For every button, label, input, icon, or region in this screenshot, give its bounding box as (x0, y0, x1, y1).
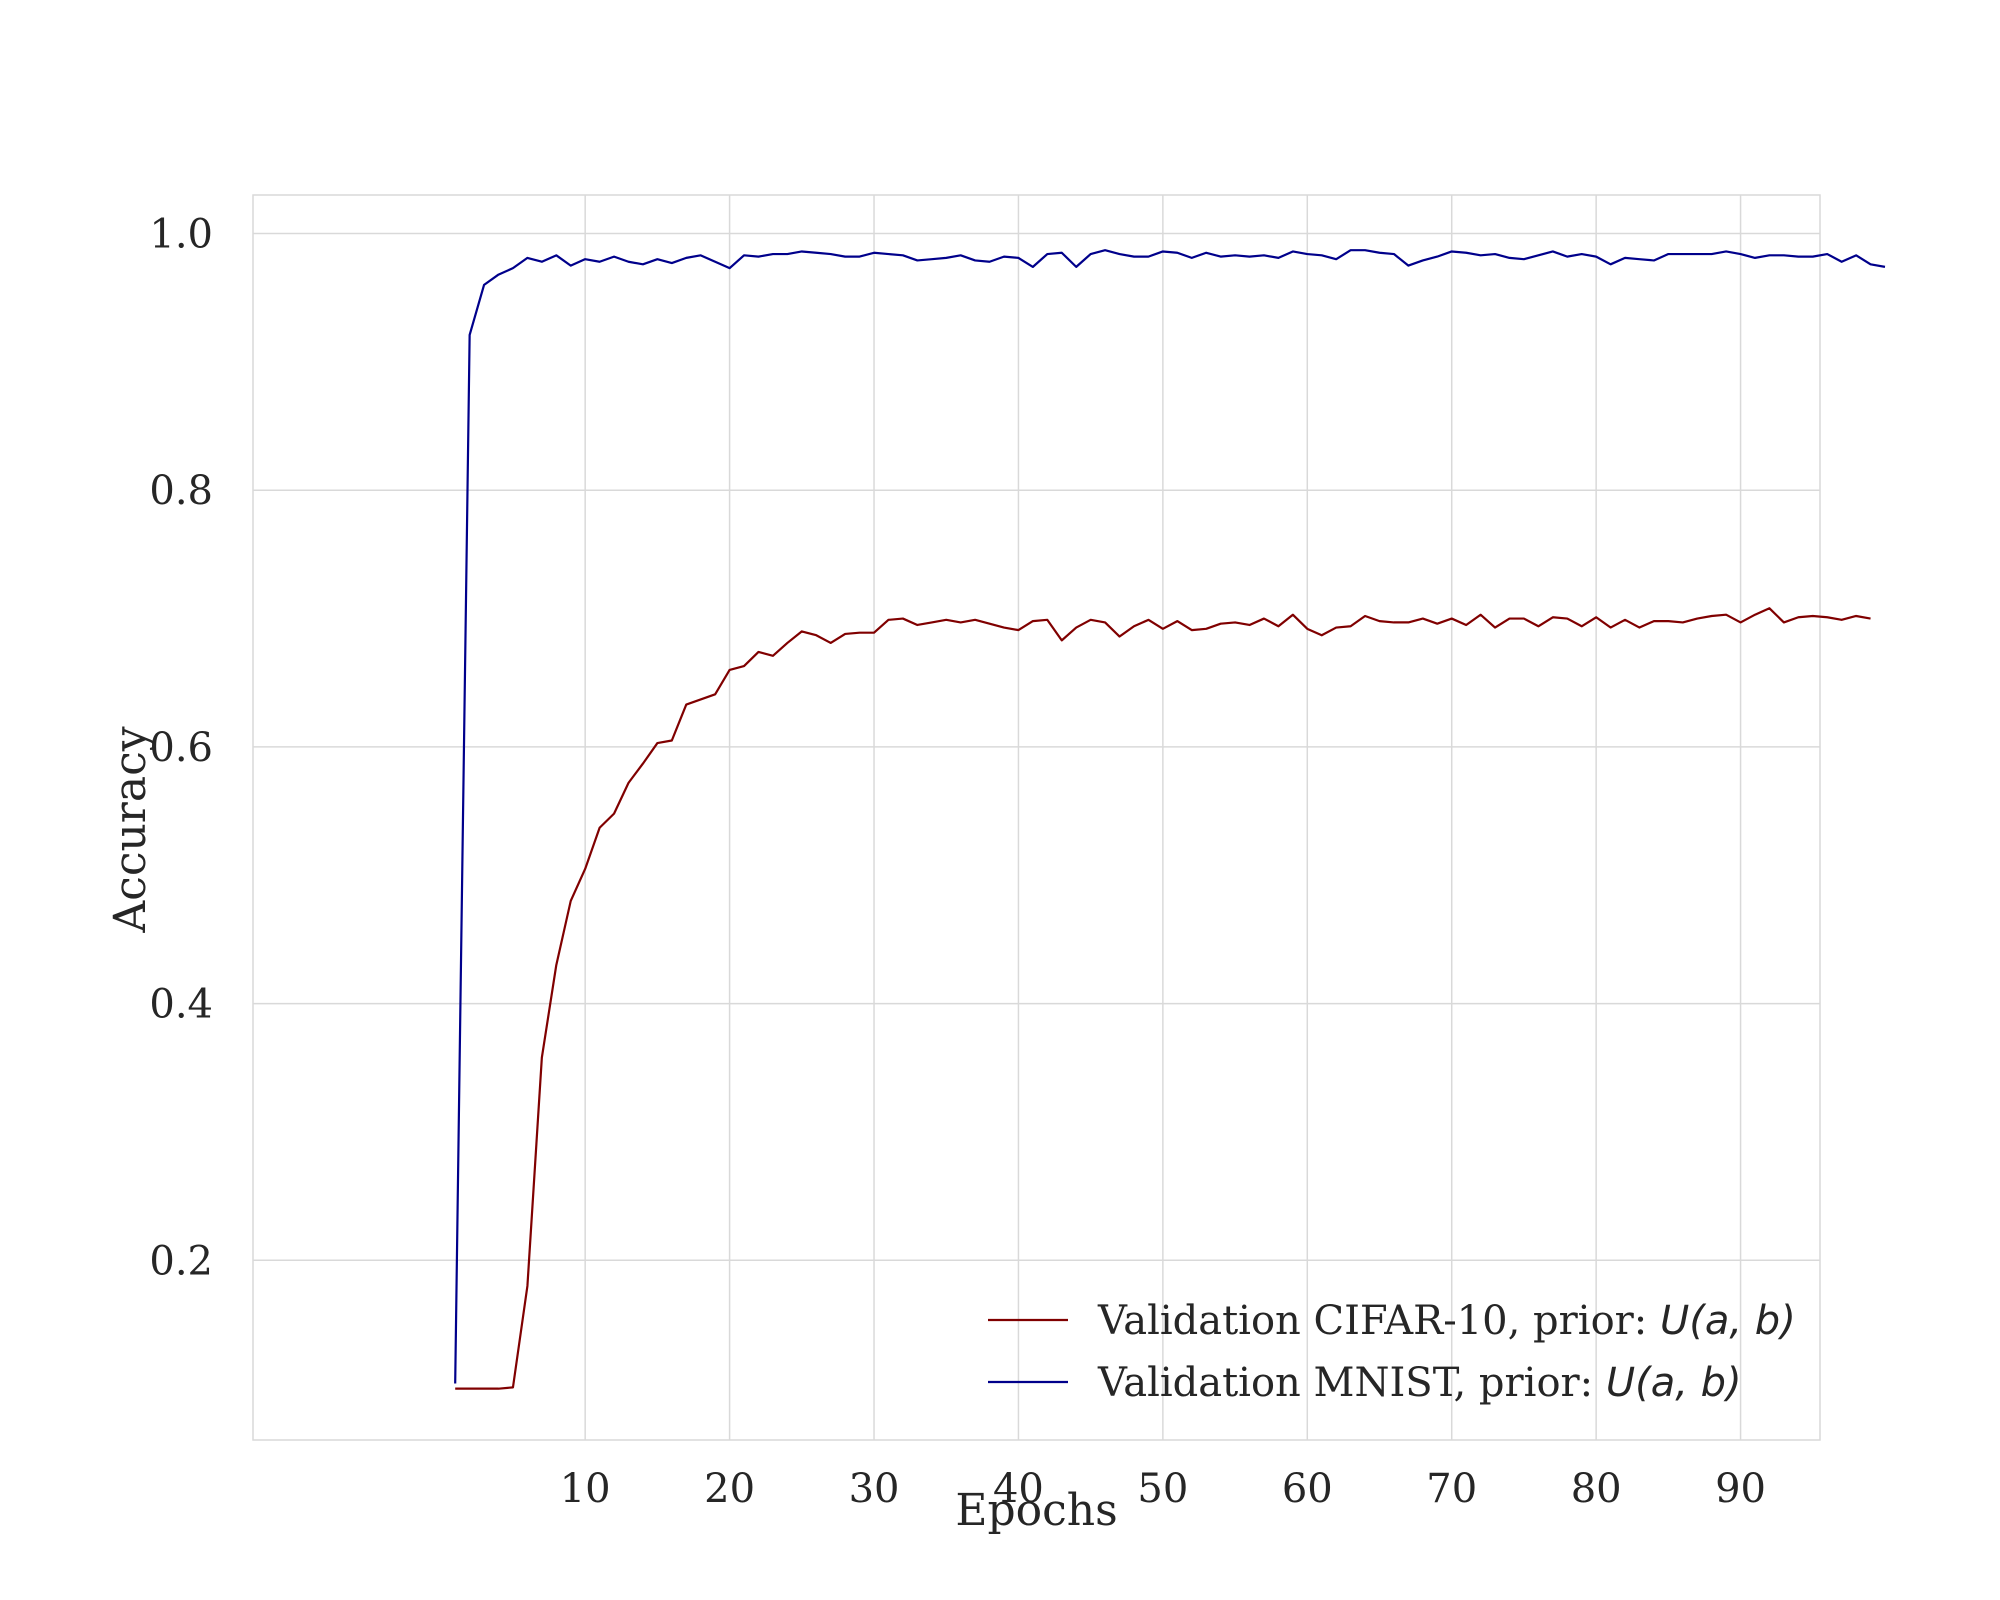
x-axis-ticks: 10 20 30 40 50 60 70 80 90 (560, 1466, 1766, 1512)
series-line-cifar10 (455, 607, 1871, 1390)
legend-item: Validation MNIST, prior: U(a, b) (988, 1360, 1742, 1406)
x-tick-label: 80 (1571, 1466, 1622, 1512)
legend-label-text: Validation MNIST, prior: (1097, 1360, 1606, 1406)
legend-label-text: Validation CIFAR-10, prior: (1097, 1298, 1660, 1344)
legend-label-math: U(a, b) (1606, 1360, 1742, 1406)
legend: Validation CIFAR-10, prior: U(a, b)Valid… (988, 1298, 1796, 1406)
series-lines (454, 249, 1886, 1390)
series-line-mnist (454, 249, 1886, 1384)
x-tick-label: 90 (1715, 1466, 1766, 1512)
y-axis-ticks: 0.2 0.4 0.6 0.8 1.0 (149, 212, 213, 1285)
x-tick-label: 30 (849, 1466, 900, 1512)
x-axis-label: Epochs (955, 1485, 1117, 1536)
y-tick-label: 0.4 (149, 982, 213, 1028)
x-tick-label: 50 (1137, 1466, 1188, 1512)
legend-label: Validation MNIST, prior: U(a, b) (1097, 1360, 1742, 1406)
x-tick-label: 40 (993, 1466, 1044, 1512)
y-tick-label: 1.0 (149, 212, 213, 258)
y-tick-label: 0.2 (149, 1238, 213, 1284)
legend-label: Validation CIFAR-10, prior: U(a, b) (1097, 1298, 1796, 1344)
y-axis-label: Accuracy (105, 726, 156, 933)
x-tick-label: 10 (560, 1466, 611, 1512)
x-tick-label: 70 (1426, 1466, 1477, 1512)
x-tick-label: 60 (1282, 1466, 1333, 1512)
legend-label-math: U(a, b) (1660, 1298, 1796, 1344)
legend-item: Validation CIFAR-10, prior: U(a, b) (988, 1298, 1796, 1344)
plot-area-frame (252, 194, 1821, 1441)
y-tick-label: 0.8 (149, 468, 213, 514)
grid (253, 195, 1820, 1440)
x-tick-label: 20 (704, 1466, 755, 1512)
y-tick-label: 0.6 (149, 725, 213, 771)
